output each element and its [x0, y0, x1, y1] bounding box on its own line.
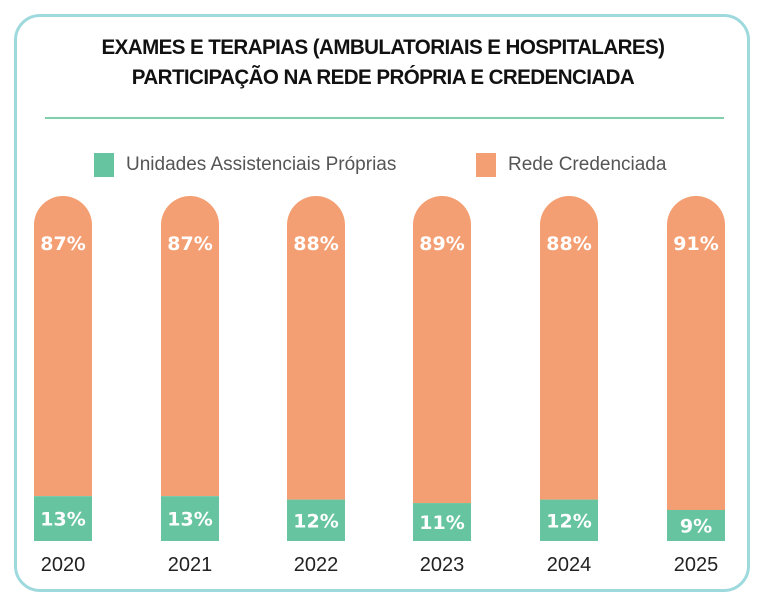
x-tick-label: 2023 — [420, 554, 465, 576]
bar-rede-credenciada — [667, 196, 725, 510]
chart-card — [14, 14, 750, 592]
legend-swatch-green — [94, 153, 114, 177]
x-tick-label: 2025 — [674, 554, 719, 576]
bar-rede-credenciada — [540, 196, 598, 500]
bar-rede-credenciada — [287, 196, 345, 500]
bar-unidades-proprias — [667, 509, 725, 541]
bar-rede-credenciada — [34, 196, 92, 497]
data-label-proprias: 9% — [680, 515, 712, 537]
data-label-credenciada: 88% — [293, 233, 338, 255]
legend-label: Unidades Assistenciais Próprias — [126, 154, 397, 175]
x-tick-label: 2022 — [294, 554, 339, 576]
x-tick-label: 2020 — [41, 554, 86, 576]
bar-rede-credenciada — [161, 196, 219, 497]
data-label-credenciada: 87% — [40, 233, 85, 255]
data-label-proprias: 12% — [546, 510, 591, 532]
bar-rede-credenciada — [413, 196, 471, 504]
legend-swatch-orange — [476, 153, 496, 177]
x-tick-label: 2021 — [168, 554, 213, 576]
bar-unidades-proprias — [287, 499, 345, 541]
data-label-credenciada: 89% — [419, 233, 464, 255]
data-label-proprias: 13% — [167, 509, 212, 531]
bar-unidades-proprias — [34, 496, 92, 541]
title-divider — [45, 117, 724, 119]
data-label-credenciada: 91% — [673, 233, 718, 255]
bar-unidades-proprias — [540, 499, 598, 541]
legend-label: Rede Credenciada — [508, 154, 667, 175]
chart-subtitle: PARTICIPAÇÃO NA REDE PRÓPRIA E CREDENCIA… — [131, 66, 635, 89]
legend-item-proprias: Unidades Assistenciais Próprias — [94, 153, 396, 177]
data-label-proprias: 12% — [293, 510, 338, 532]
data-label-proprias: 13% — [40, 509, 85, 531]
bar-unidades-proprias — [413, 503, 471, 541]
legend-item-credenciada: Rede Credenciada — [476, 153, 666, 177]
data-label-credenciada: 87% — [167, 233, 212, 255]
x-tick-label: 2024 — [547, 554, 592, 576]
data-label-proprias: 11% — [419, 512, 464, 534]
bar-unidades-proprias — [161, 496, 219, 541]
data-label-credenciada: 88% — [546, 233, 591, 255]
chart-title: EXAMES E TERAPIAS (AMBULATORIAIS E HOSPI… — [101, 36, 666, 59]
